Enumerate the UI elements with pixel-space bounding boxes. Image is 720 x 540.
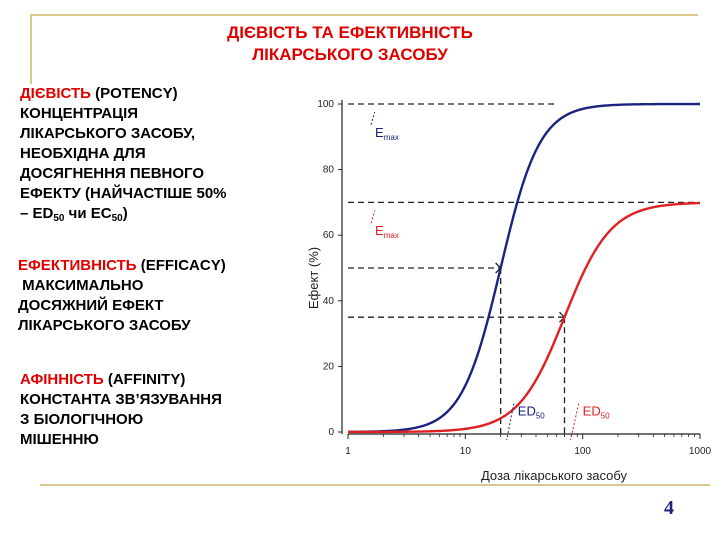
- affinity-line: КОНСТАНТА ЗВ’ЯЗУВАННЯ: [20, 391, 222, 408]
- y-tick-label: 60: [323, 230, 335, 241]
- potency-line: ДОСЯГНЕННЯ ПЕВНОГО: [20, 165, 205, 182]
- potency-term-en: (POTENCY): [90, 85, 178, 102]
- efficacy-term: ЕФЕКТИВНІСТЬ: [18, 257, 137, 274]
- series-line-1: [347, 102, 700, 434]
- potency-line: ЛІКАРСЬКОГО ЗАСОБУ,: [20, 125, 196, 142]
- title-line-2: ЛІКАРСЬКОГО ЗАСОБУ: [252, 45, 448, 64]
- affinity-line: МІШЕННЮ: [20, 431, 99, 448]
- potency-heading: ДІЄВІСТЬ (POTENCY): [20, 84, 227, 104]
- x-tick-label: 10: [460, 446, 472, 457]
- series-line-2: [348, 201, 701, 434]
- annotation-label: ED50: [583, 404, 611, 421]
- chart-axes: 0 20 40 60 80 100 1 10 100 1000: [317, 99, 711, 457]
- ec-prefix: чи EC: [64, 205, 112, 222]
- ed-prefix: – ED: [20, 205, 54, 222]
- slide-title: ДІЄВІСТЬ ТА ЕФЕКТИВНІСТЬ ЛІКАРСЬКОГО ЗАС…: [150, 22, 550, 66]
- ec-subscript: 50: [111, 213, 123, 224]
- affinity-line: З БІОЛОГІЧНОЮ: [20, 411, 144, 428]
- potency-line: КОНЦЕНТРАЦІЯ: [20, 105, 139, 122]
- page-number: 4: [664, 497, 674, 519]
- annotation-pointer: [370, 111, 376, 125]
- ed-subscript: 50: [53, 213, 65, 224]
- reference-lines: [348, 103, 700, 434]
- y-tick-label: 100: [317, 99, 334, 110]
- efficacy-definition: ЕФЕКТИВНІСТЬ (EFFICACY) МАКСИМАЛЬНО ДОСЯ…: [18, 256, 226, 336]
- y-tick-label: 80: [323, 165, 335, 176]
- efficacy-line: ЛІКАРСЬКОГО ЗАСОБУ: [18, 317, 191, 334]
- efficacy-heading: ЕФЕКТИВНІСТЬ (EFFICACY): [18, 256, 226, 276]
- annotation-pointer: [370, 210, 376, 224]
- annotation-label: Emax: [375, 125, 399, 142]
- efficacy-term-en: (EFFICACY): [136, 257, 226, 274]
- x-axis-label: Доза лікарського засобу: [481, 468, 628, 483]
- title-line-1: ДІЄВІСТЬ ТА ЕФЕКТИВНІСТЬ: [227, 23, 473, 42]
- y-axis-label: Ефект (%): [306, 247, 321, 309]
- potency-line: ЕФЕКТУ (НАЙЧАСТІШЕ 50%: [20, 185, 227, 202]
- decor-left-line: [30, 14, 32, 84]
- y-tick-label: 40: [323, 296, 335, 307]
- x-tick-label: 100: [574, 446, 591, 457]
- annotation-label: Emax: [375, 223, 399, 240]
- chart-annotations: Emax Emax ED50 ED50: [370, 111, 611, 441]
- decor-top-line: [30, 14, 698, 16]
- affinity-heading: АФІННІСТЬ (AFFINITY): [20, 370, 222, 390]
- potency-line: НЕОБХІДНА ДЛЯ: [20, 145, 146, 162]
- potency-definition: ДІЄВІСТЬ (POTENCY) КОНЦЕНТРАЦІЯ ЛІКАРСЬК…: [20, 84, 227, 229]
- decor-bottom-line: [40, 484, 710, 486]
- y-tick-label: 20: [323, 361, 335, 372]
- close-paren: ): [122, 205, 128, 222]
- x-tick-label: 1: [345, 446, 351, 457]
- affinity-term: АФІННІСТЬ: [20, 371, 104, 388]
- potency-last-line: – ED50 чи EC50): [20, 204, 227, 229]
- y-tick-label: 0: [328, 427, 334, 438]
- chart-curves: [347, 102, 701, 434]
- annotation-label: ED50: [518, 404, 546, 421]
- efficacy-line: ДОСЯЖНИЙ ЕФЕКТ: [18, 297, 164, 314]
- affinity-definition: АФІННІСТЬ (AFFINITY) КОНСТАНТА ЗВ’ЯЗУВАН…: [20, 370, 222, 450]
- potency-term: ДІЄВІСТЬ: [20, 85, 91, 102]
- efficacy-line: МАКСИМАЛЬНО: [18, 277, 144, 294]
- affinity-term-en: (AFFINITY): [103, 371, 186, 388]
- x-tick-label: 1000: [689, 446, 712, 457]
